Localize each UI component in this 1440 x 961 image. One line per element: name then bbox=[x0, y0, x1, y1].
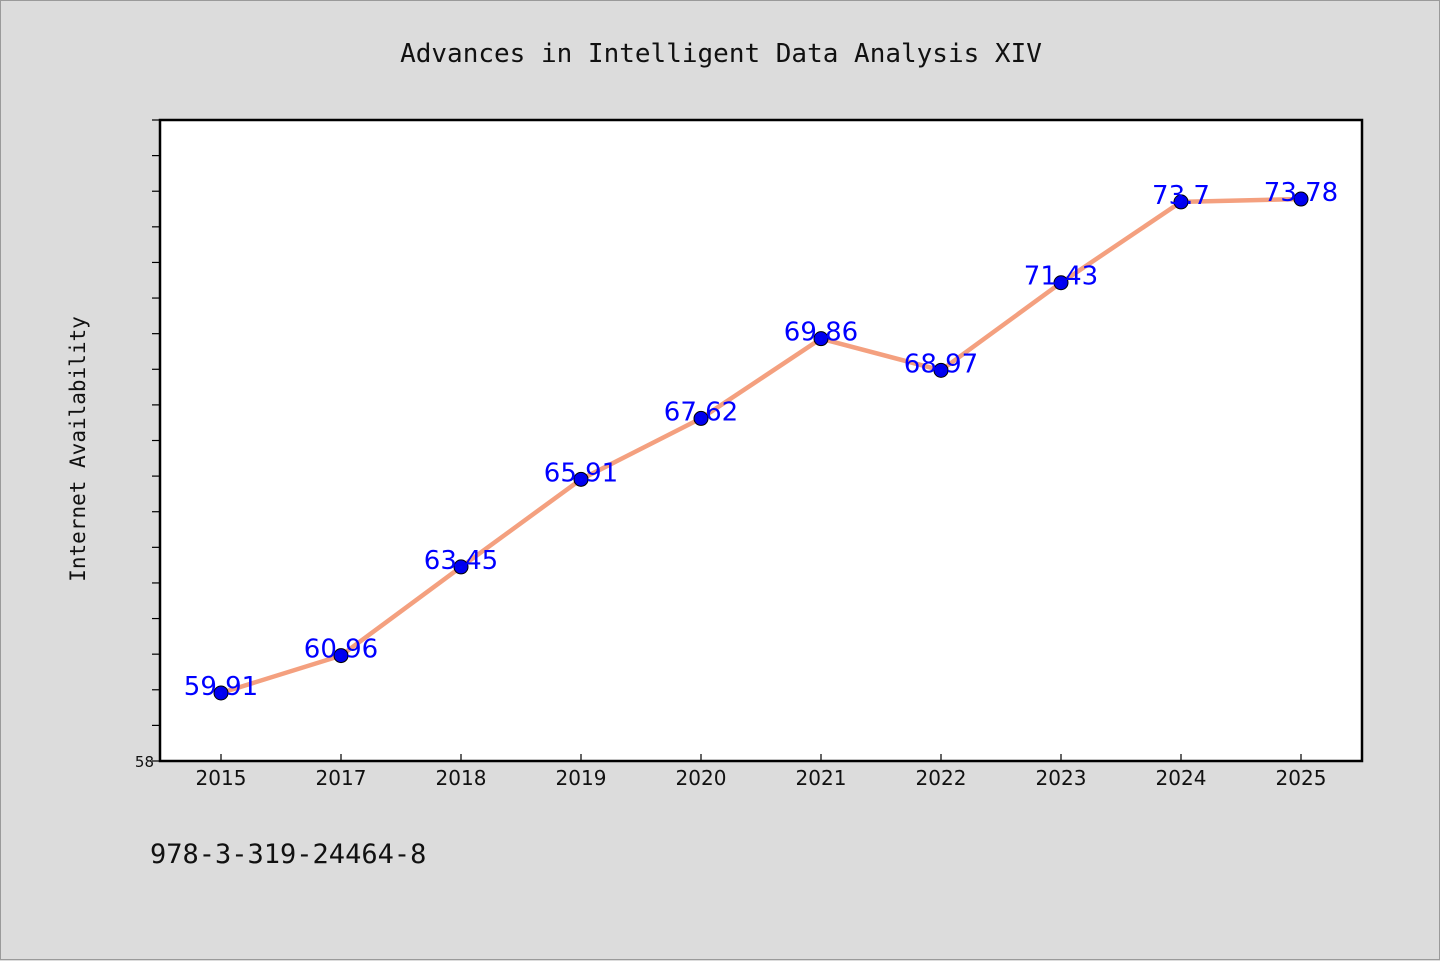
data-markers bbox=[213, 191, 1309, 701]
chart-title: Advances in Intelligent Data Analysis XI… bbox=[400, 39, 1042, 69]
data-point bbox=[813, 331, 829, 347]
x-tick-label: 2024 bbox=[1156, 766, 1207, 790]
y-axis: 58 bbox=[135, 119, 160, 771]
data-label: 63.45 bbox=[424, 546, 498, 576]
x-tick-label: 2021 bbox=[796, 766, 847, 790]
x-tick-label: 2020 bbox=[676, 766, 727, 790]
data-labels: 59.91 60.96 63.45 65.91 67.62 69.86 68.97 71.43… bbox=[184, 178, 1338, 702]
data-point bbox=[573, 471, 589, 487]
x-axis: 2015 2017 2018 2019 2020 2021 2022 2023 2024 2025 bbox=[196, 754, 1327, 790]
data-point bbox=[933, 362, 949, 378]
x-tick-label: 2022 bbox=[916, 766, 967, 790]
x-tick-label: 2023 bbox=[1036, 766, 1087, 790]
data-point bbox=[1293, 191, 1309, 207]
x-tick-label: 2017 bbox=[316, 766, 367, 790]
data-label: 73.7 bbox=[1152, 181, 1210, 211]
data-point bbox=[213, 685, 229, 701]
data-label: 67.62 bbox=[664, 397, 738, 427]
data-label: 59.91 bbox=[184, 672, 258, 702]
data-point bbox=[1053, 275, 1069, 291]
data-point bbox=[333, 648, 349, 664]
x-tick-label: 2018 bbox=[436, 766, 487, 790]
y-tick-label: 58 bbox=[135, 753, 154, 771]
isbn-footnote: 978-3-319-24464-8 bbox=[150, 839, 426, 870]
series-line-group bbox=[218, 196, 1304, 696]
data-label: 68.97 bbox=[904, 349, 978, 379]
series-line bbox=[218, 196, 1304, 696]
x-tick-label: 2025 bbox=[1276, 766, 1327, 790]
y-axis-label: Internet Availability bbox=[66, 316, 90, 582]
x-tick-label: 2015 bbox=[196, 766, 247, 790]
data-label: 69.86 bbox=[784, 318, 858, 348]
data-point bbox=[693, 410, 709, 426]
plot-area bbox=[158, 118, 1364, 763]
data-label: 65.91 bbox=[544, 458, 618, 488]
data-point bbox=[1173, 194, 1189, 210]
data-label: 60.96 bbox=[304, 635, 378, 665]
x-tick-label: 2019 bbox=[556, 766, 607, 790]
data-point bbox=[453, 559, 469, 575]
data-label: 73.78 bbox=[1264, 178, 1338, 208]
data-label: 71.43 bbox=[1024, 262, 1098, 292]
